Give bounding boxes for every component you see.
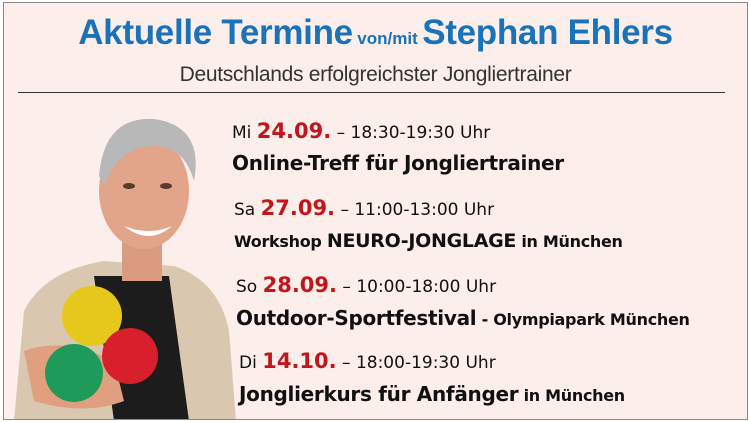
title-name: Stephan Ehlers (422, 13, 673, 52)
title-connector: von/mit (357, 29, 418, 48)
event-4-title: Jonglierkurs für Anfänger in München (239, 382, 625, 406)
event-banner: Aktuelle Termine von/mit Stephan Ehlers … (3, 2, 748, 420)
portrait-photo (14, 118, 236, 419)
event-2-date: Sa 27.09. – 11:00-13:00 Uhr (234, 196, 495, 220)
event-3-title: Outdoor-Sportfestival - Olympiapark Münc… (236, 306, 690, 330)
event-1-title: Online-Treff für Jongliertrainer (232, 151, 564, 175)
title-main: Aktuelle Termine (78, 13, 353, 52)
page-title: Aktuelle Termine von/mit Stephan Ehlers (4, 13, 747, 53)
event-1-date: Mi 24.09. – 18:30-19:30 Uhr (232, 119, 491, 143)
subtitle: Deutschlands erfolgreichster Jongliertra… (179, 63, 572, 86)
green-ball (45, 344, 103, 402)
yellow-ball (62, 286, 122, 346)
event-4-date: Di 14.10. – 18:00-19:30 Uhr (239, 349, 496, 373)
event-2-title: Workshop NEURO-JONGLAGE in München (234, 230, 623, 252)
red-ball (102, 328, 158, 384)
event-3-date: So 28.09. – 10:00-18:00 Uhr (236, 273, 497, 297)
divider (18, 92, 725, 93)
